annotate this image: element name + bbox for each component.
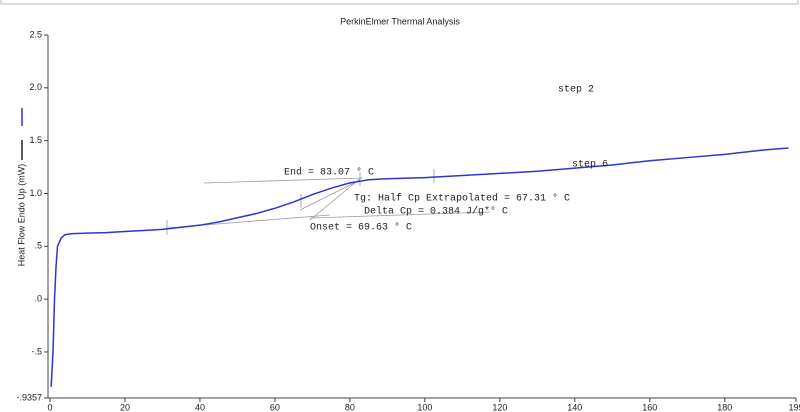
x-tick-label: 160 bbox=[642, 402, 657, 412]
x-tick-label: 120 bbox=[492, 402, 507, 412]
annotation: Delta Cp = 0.384 J/g*° C bbox=[364, 206, 508, 218]
x-tick-label: 20 bbox=[120, 402, 130, 412]
annotation: Tg: Half Cp Extrapolated = 67.31 ° C bbox=[354, 193, 570, 205]
x-tick-label: 140 bbox=[567, 402, 582, 412]
x-tick-label: 0 bbox=[47, 402, 52, 412]
x-tick-label: 100 bbox=[417, 402, 432, 412]
x-tick-label: 180 bbox=[717, 402, 732, 412]
chart-title: PerkinElmer Thermal Analysis bbox=[340, 16, 460, 26]
x-tick-label: 60 bbox=[270, 402, 280, 412]
annotation: step 2 bbox=[558, 85, 594, 96]
annotation: Onset = 69.63 ° C bbox=[310, 222, 412, 234]
y-tick-label: .5 bbox=[34, 241, 42, 251]
y-tick-label: -.9357 bbox=[16, 392, 42, 402]
annotation: End = 83.07 ° C bbox=[284, 167, 374, 179]
annotation: step 6 bbox=[572, 160, 608, 171]
y-tick-label: 1.5 bbox=[29, 135, 42, 145]
y-tick-label: -.5 bbox=[31, 346, 42, 356]
x-tick-label: 80 bbox=[345, 402, 355, 412]
data-line bbox=[50, 147, 789, 387]
y-tick-label: 2.5 bbox=[29, 29, 42, 39]
y-tick-label: .0 bbox=[34, 294, 42, 304]
x-tick-label: 199 bbox=[788, 402, 800, 412]
y-axis-label: Heat Flow Endo Up (mW) bbox=[16, 164, 26, 267]
x-tick-label: 40 bbox=[195, 402, 205, 412]
y-tick-label: 1.0 bbox=[29, 188, 42, 198]
y-tick-label: 2.0 bbox=[29, 82, 42, 92]
comments-box bbox=[0, 0, 799, 5]
